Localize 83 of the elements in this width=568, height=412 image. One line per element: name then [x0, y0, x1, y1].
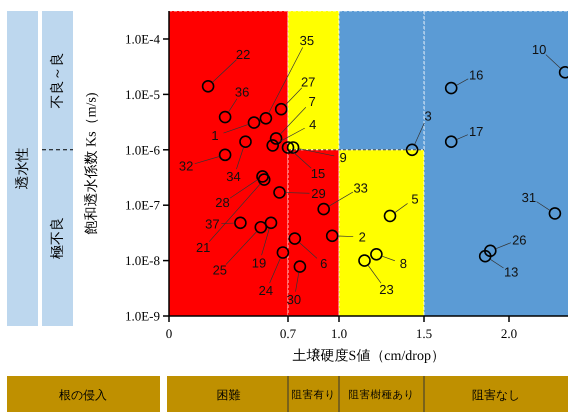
point — [254, 220, 268, 234]
annotation: 3 — [424, 108, 432, 124]
point — [264, 216, 278, 230]
annotation: 35 — [300, 32, 314, 48]
text: 困難 — [216, 388, 240, 402]
text: 極不良 — [50, 216, 66, 259]
point — [270, 132, 282, 145]
x-tick-label: 2.0 — [500, 326, 518, 341]
annotation: 17 — [468, 124, 484, 140]
y-tick-label: 1.0E-8 — [124, 253, 160, 268]
annotation: 6 — [320, 256, 328, 272]
annotation: 36 — [234, 84, 250, 100]
annotation: 33 — [353, 180, 368, 196]
point — [273, 186, 286, 199]
point — [218, 110, 232, 124]
annotation: 26 — [512, 232, 527, 248]
annotation: 2 — [358, 229, 366, 244]
y-tick-label: 1.0E-6 — [124, 142, 160, 158]
annotation: 27 — [300, 74, 316, 90]
text: 不良～良 — [50, 52, 66, 108]
point — [248, 116, 260, 129]
annotation: 28 — [215, 194, 230, 210]
point — [478, 250, 492, 263]
point — [484, 244, 497, 258]
point — [548, 207, 562, 220]
point — [256, 170, 269, 183]
point — [288, 232, 302, 245]
point — [282, 141, 294, 154]
y-tick-label: 1.0E-7 — [124, 198, 160, 213]
x-tick-label: 1.0 — [330, 326, 348, 341]
annotation: 4 — [309, 116, 316, 132]
point — [286, 141, 300, 154]
annotation: 32 — [178, 158, 194, 174]
annotation: 16 — [468, 68, 484, 83]
point — [406, 143, 418, 156]
annotation: 7 — [308, 94, 316, 109]
point — [274, 102, 288, 116]
annotation: 10 — [532, 42, 546, 57]
annotation: 29 — [311, 186, 326, 201]
annotation: 24 — [258, 283, 274, 298]
point — [384, 210, 396, 222]
annotation: 34 — [226, 169, 241, 184]
point — [326, 230, 338, 242]
x-axis-title: 土壌硬度S値（cm/drop） — [292, 348, 445, 364]
x-tick-label: 1.5 — [416, 326, 432, 341]
x-tick-label: 0 — [166, 326, 172, 341]
text: 根の侵入 — [59, 388, 107, 402]
point — [294, 260, 306, 273]
y-axis-title: 飽和透水係数 Ks（m/s) — [84, 92, 100, 234]
text: 阻害なし — [472, 388, 520, 402]
annotation: 5 — [411, 191, 419, 206]
point — [218, 148, 232, 162]
point — [276, 246, 290, 259]
annotation: 13 — [504, 264, 518, 280]
annotation: 23 — [379, 282, 394, 298]
annotation: 25 — [212, 262, 228, 278]
x-tick-label: 0.7 — [280, 326, 297, 341]
annotation: 19 — [252, 255, 266, 270]
point — [234, 216, 247, 230]
y-tick-label: 1.0E-9 — [124, 308, 160, 324]
annotation: 8 — [400, 256, 408, 271]
text: 阻害有り — [292, 388, 336, 401]
point — [260, 112, 272, 125]
annotation: 9 — [339, 150, 347, 165]
annotation: 15 — [310, 166, 326, 181]
point — [266, 139, 279, 152]
point — [370, 248, 383, 261]
annotation: 1 — [211, 128, 219, 144]
point — [444, 82, 458, 94]
point — [358, 254, 371, 267]
point — [239, 135, 252, 148]
point — [444, 135, 458, 148]
annotation: 21 — [196, 240, 210, 256]
point — [202, 80, 214, 93]
y-tick-label: 1.0E-4 — [124, 31, 160, 46]
annotation: 31 — [522, 190, 536, 205]
point — [317, 202, 330, 216]
annotation: 22 — [236, 46, 250, 62]
annotation: 37 — [205, 216, 220, 232]
text: 透水性 — [14, 148, 30, 190]
text: 阻害樹種あり — [348, 388, 414, 401]
y-tick-label: 1.0E-5 — [124, 86, 160, 102]
point — [258, 173, 270, 186]
